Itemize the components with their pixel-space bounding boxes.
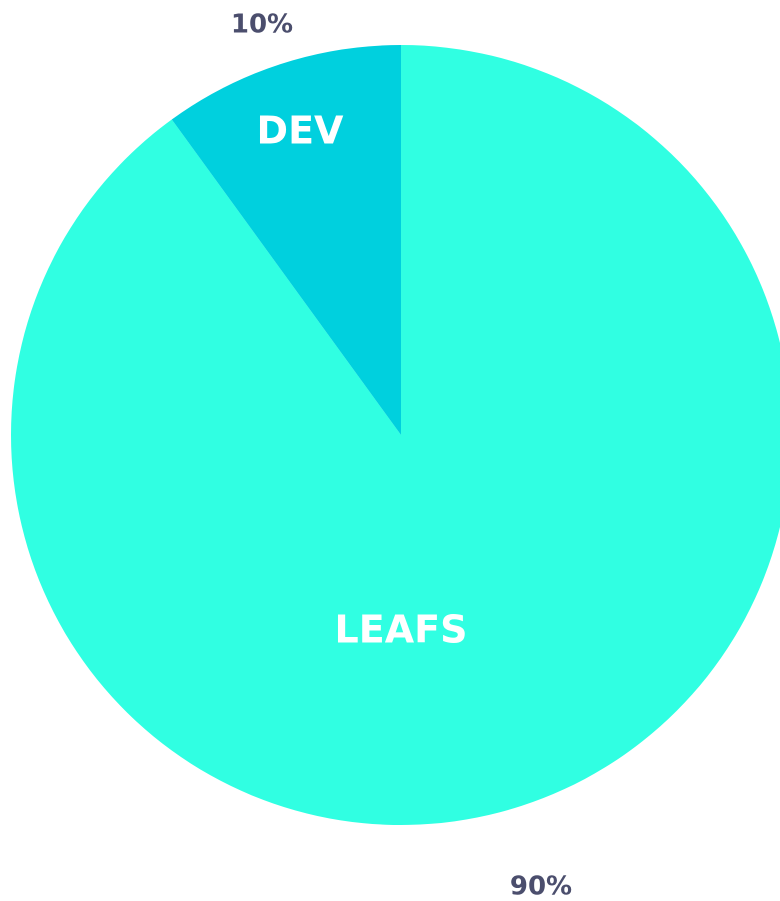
pie-slice xyxy=(171,45,401,435)
value-label: 90% xyxy=(510,872,572,901)
slice-label: DEV xyxy=(257,109,345,153)
pie-slice xyxy=(11,45,780,825)
value-label: 10% xyxy=(231,10,293,40)
slice-label: LEAFS xyxy=(335,608,468,652)
